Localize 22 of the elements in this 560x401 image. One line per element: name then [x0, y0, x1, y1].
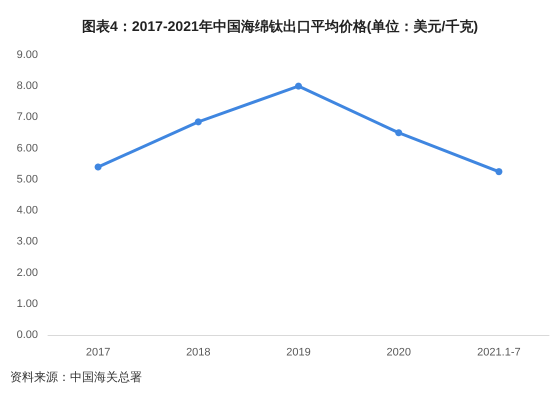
x-tick-label: 2017 [86, 346, 110, 358]
y-tick-label: 1.00 [16, 298, 38, 310]
x-tick-label: 2018 [186, 346, 211, 358]
chart-title: 图表4：2017-2021年中国海绵钛出口平均价格(单位：美元/千克) [82, 18, 478, 34]
y-tick-label: 4.00 [16, 204, 38, 217]
x-tick-label: 2020 [386, 346, 411, 358]
point [495, 168, 502, 176]
y-tick-label: 6.00 [16, 142, 38, 154]
text: 资料来源：中国海关总署 [10, 370, 142, 384]
y-tick-label: 0.00 [16, 329, 38, 341]
y-tick-label: 3.00 [16, 236, 38, 248]
point [194, 118, 202, 126]
point [94, 164, 102, 170]
x-tick-label: 2021.1-7 [477, 346, 521, 358]
point [295, 82, 302, 90]
y-tick-label: 5.00 [16, 173, 38, 186]
y-tick-label: 8.00 [16, 80, 38, 92]
y-tick-label: 2.00 [16, 266, 38, 279]
y-tick-label: 9.00 [16, 49, 38, 61]
y-tick-label: 7.00 [16, 111, 38, 124]
point [395, 129, 402, 136]
x-tick-label: 2019 [286, 346, 311, 358]
